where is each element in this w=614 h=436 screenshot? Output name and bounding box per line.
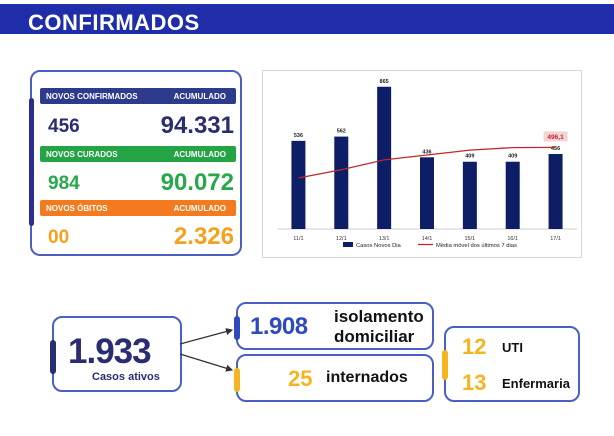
chart-card: 536 11/1 562 12/1 865 13/1 436 14/1 409 15/1 409 16… [262,70,582,258]
active-cases-label: Casos ativos [92,371,160,383]
legend-bar-swatch [343,242,353,247]
internados-value: 25 [288,366,313,391]
page-title: CONFIRMADOS [28,10,200,35]
bar-data-label: 436 [422,149,431,155]
chart-bar [334,136,349,229]
isolamento-label-line1: isolamento [334,307,424,326]
bar-data-label: 536 [294,133,303,139]
novos-obitos-value: 00 [48,227,70,248]
x-tick-label: 11/1 [293,236,303,242]
isolamento-value: 1.908 [250,313,308,340]
novos-obitos-label: NOVOS ÓBITOS [46,204,108,213]
novos-confirmados-label: NOVOS CONFIRMADOS [46,92,138,101]
isolamento-card: 1.908 isolamento domiciliar [234,302,434,350]
x-tick-label: 12/1 [336,236,347,242]
enfermaria-label: Enfermaria [502,376,570,391]
x-tick-label: 13/1 [379,236,390,242]
active-cases-value: 1.933 [68,332,152,371]
novos-obitos-bar: NOVOS ÓBITOS ACUMULADO [40,200,236,216]
arrow-to-isolamento [179,328,234,345]
moving-average-highlight [543,131,568,142]
chart-bar [420,157,434,229]
x-tick-label: 15/1 [464,236,475,242]
beds-card: 12 UTI 13 Enfermaria [442,326,580,402]
beds-accent-bar [442,350,448,380]
chart-bar [548,154,563,229]
x-tick-label: 17/1 [550,236,561,242]
moving-average-line [298,146,556,179]
bar-data-label: 562 [337,129,346,135]
bar-data-label: 409 [465,154,474,160]
bar-data-label: 409 [508,154,517,160]
chart-bar [462,161,477,229]
confirmados-acumulado-value: 94.331 [160,112,234,139]
flow-arrows [179,328,234,372]
novos-confirmados-value: 456 [48,116,80,137]
uti-label: UTI [502,340,523,355]
moving-average-label: 496,1 [547,134,564,141]
active-accent-bar [50,340,56,374]
novos-curados-value: 984 [48,173,80,194]
arrow-to-internados [179,353,234,372]
legend-line-label: Média móvel dos últimos 7 dias [436,243,517,249]
bar-data-label: 865 [380,79,389,85]
stats-card: NOVOS CONFIRMADOS ACUMULADO 456 94.331 N… [29,70,242,256]
chart-bar [291,140,306,229]
curados-acumulado-value: 90.072 [160,169,234,196]
internados-card: 25 internados [234,354,434,402]
header-band: CONFIRMADOS [0,4,614,35]
uti-value: 12 [462,334,487,359]
x-tick-label: 16/1 [507,236,518,242]
enfermaria-value: 13 [462,370,487,395]
bar-data-label: 456 [551,146,560,152]
cases-chart: 536 11/1 562 12/1 865 13/1 436 14/1 409 15/1 409 16… [277,79,577,249]
internados-label: internados [326,369,408,386]
isolamento-accent-bar [234,316,240,340]
isolamento-label: isolamento domiciliar [334,307,424,347]
stats-accent-bar [29,98,34,226]
isolamento-label-line2: domiciliar [334,327,415,346]
acumulado-label: ACUMULADO [173,92,226,101]
active-cases-card: 1.933 Casos ativos [50,316,182,392]
novos-curados-label: NOVOS CURADOS [46,150,118,159]
chart-bar [377,86,392,229]
internados-accent-bar [234,368,240,392]
novos-confirmados-bar: NOVOS CONFIRMADOS ACUMULADO [40,88,236,104]
novos-curados-bar: NOVOS CURADOS ACUMULADO [40,146,236,162]
acumulado-label: ACUMULADO [173,204,226,213]
acumulado-label: ACUMULADO [173,150,226,159]
chart-bar [505,161,520,229]
obitos-acumulado-value: 2.326 [173,223,234,250]
x-tick-label: 14/1 [422,236,433,242]
legend-bar-label: Casos Novos Dia [356,243,402,249]
